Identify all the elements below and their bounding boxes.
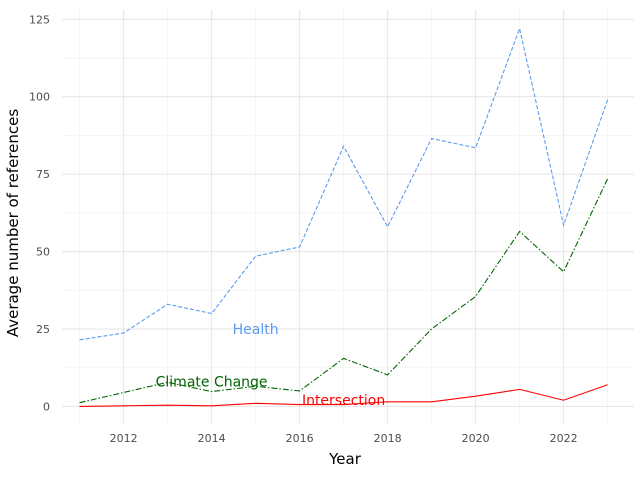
- series-line-intersection: [79, 384, 608, 407]
- series-line-climate-change: [79, 178, 609, 404]
- x-tick-label: 2012: [110, 432, 138, 445]
- x-tick-label: 2022: [550, 432, 578, 445]
- y-tick-label: 100: [29, 91, 50, 104]
- y-tick-label: 125: [29, 13, 50, 26]
- series-label-climate-change: Climate Change: [156, 375, 268, 391]
- y-tick-labels: 0 25 50 75 100 125: [29, 13, 50, 413]
- y-axis-title: Average number of references: [4, 109, 22, 338]
- series-label-health: Health: [233, 322, 279, 338]
- minor-grid: [62, 10, 634, 425]
- y-tick-label: 0: [43, 400, 50, 413]
- y-tick-label: 75: [36, 168, 50, 181]
- x-tick-labels: 2012 2014 2016 2018 2020 2022: [110, 432, 578, 445]
- series-labels: Health Climate Change Intersection: [156, 322, 386, 409]
- y-tick-label: 50: [36, 246, 50, 259]
- major-grid: [62, 10, 634, 425]
- x-tick-label: 2016: [286, 432, 314, 445]
- series-lines: [79, 26, 609, 407]
- x-tick-label: 2018: [374, 432, 402, 445]
- series-label-intersection: Intersection: [302, 393, 385, 409]
- x-tick-label: 2020: [462, 432, 490, 445]
- series-line-health: [79, 26, 609, 341]
- y-tick-label: 25: [36, 323, 50, 336]
- x-axis-title: Year: [328, 450, 362, 468]
- x-tick-label: 2014: [198, 432, 226, 445]
